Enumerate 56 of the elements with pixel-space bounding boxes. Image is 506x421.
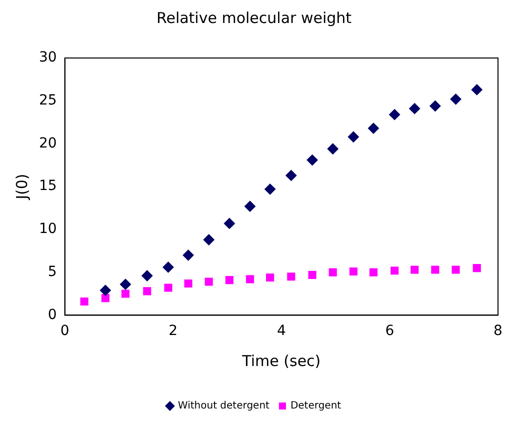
- x-axis-title: Time (sec): [241, 352, 321, 370]
- chart-title: Relative molecular weight: [156, 8, 352, 27]
- y-tick-label: 10: [38, 221, 57, 238]
- point: [101, 294, 110, 302]
- point: [287, 272, 296, 281]
- y-tick-label: 15: [38, 178, 57, 194]
- y-tick-label: 20: [38, 135, 57, 152]
- point: [306, 154, 318, 166]
- point: [100, 284, 111, 296]
- legend-label: Detergent: [290, 400, 342, 412]
- point: [452, 266, 460, 274]
- y-tick-label: 5: [48, 264, 57, 280]
- legend-label: Without detergent: [178, 400, 270, 412]
- point: [266, 273, 274, 282]
- point: [143, 287, 152, 296]
- point: [409, 103, 420, 114]
- x-tick-label: 4: [276, 323, 286, 340]
- point: [80, 297, 88, 306]
- point: [142, 270, 153, 282]
- x-tick-label: 6: [385, 323, 394, 340]
- point: [121, 290, 130, 298]
- y-tick-label: 25: [38, 92, 57, 109]
- point: [410, 266, 419, 274]
- point: [369, 268, 378, 276]
- point: [368, 122, 379, 134]
- point: [203, 234, 214, 246]
- point: [120, 278, 131, 290]
- y-tick-label: 30: [38, 50, 57, 66]
- point: [286, 170, 297, 181]
- point: [184, 279, 192, 288]
- point: [162, 262, 174, 273]
- point: [204, 278, 213, 286]
- point: [450, 94, 462, 105]
- point: [225, 276, 234, 284]
- point: [244, 200, 256, 212]
- point: [328, 268, 337, 276]
- point: [431, 266, 440, 274]
- point: [164, 284, 172, 292]
- point: [472, 264, 481, 272]
- point: [430, 100, 441, 112]
- x-tick-label: 0: [60, 323, 70, 340]
- point: [348, 131, 359, 142]
- point: [182, 250, 194, 261]
- x-tick-label: 8: [494, 323, 502, 340]
- point: [389, 109, 400, 120]
- x-tick-label: 2: [168, 323, 178, 340]
- point: [471, 84, 482, 96]
- y-axis-title: J(0): [12, 174, 31, 200]
- point: [327, 143, 338, 154]
- point: [308, 270, 316, 279]
- y-tick-label: 0: [48, 306, 57, 323]
- point: [390, 266, 399, 275]
- point: [349, 267, 358, 276]
- point: [264, 184, 276, 195]
- point: [224, 218, 235, 229]
- point: [246, 275, 254, 284]
